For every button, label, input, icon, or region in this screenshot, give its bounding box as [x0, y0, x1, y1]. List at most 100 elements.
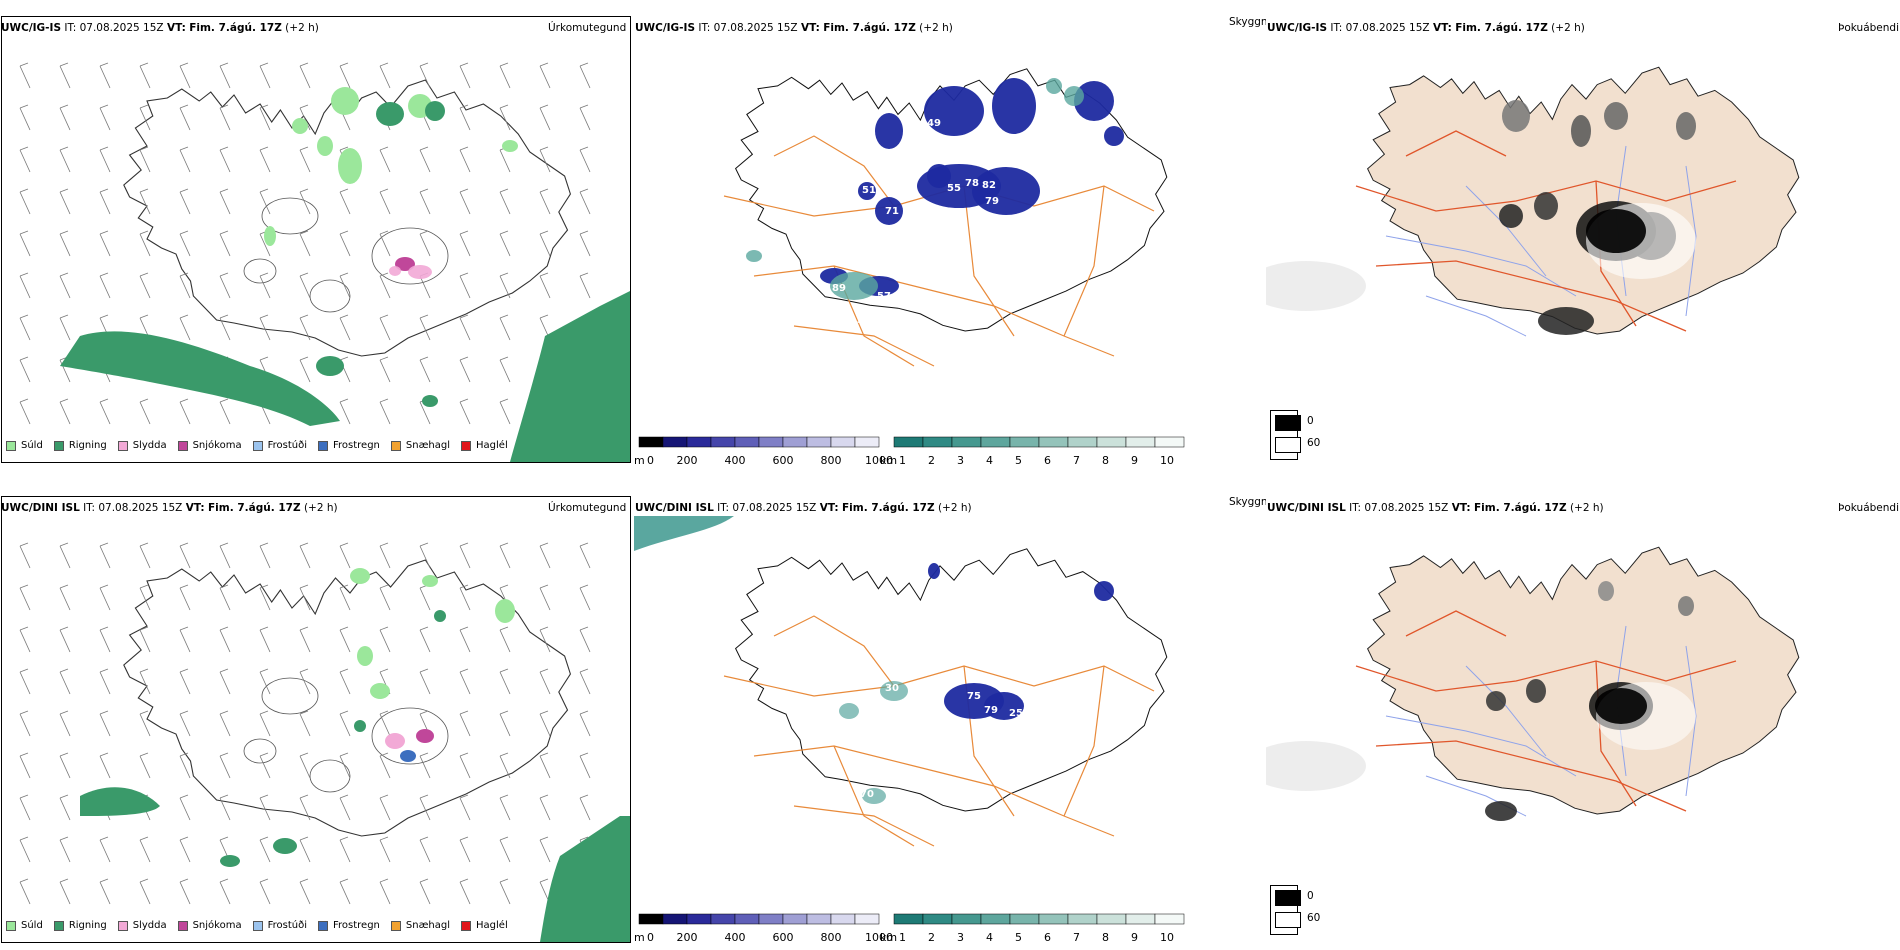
- wind-barb: [459, 356, 471, 383]
- wind-barb: [499, 188, 511, 215]
- map-precip-type: [19, 542, 630, 942]
- wind-barb: [419, 752, 431, 779]
- sleet-area: [385, 733, 405, 749]
- wind-barb: [179, 62, 191, 89]
- colorbar-km-cell: [1096, 436, 1127, 448]
- snow-area: [416, 729, 434, 743]
- colorbar-km-cell: [951, 913, 982, 925]
- colorbar-m-tick: 200: [677, 454, 698, 467]
- wind-barb: [139, 836, 151, 863]
- wind-barb: [299, 104, 311, 131]
- wind-barb: [139, 230, 151, 257]
- wind-barb: [219, 62, 231, 89]
- colorbar-km-cell: [1009, 436, 1040, 448]
- wind-barb: [179, 626, 191, 653]
- wind-barb: [179, 314, 191, 341]
- wind-barb: [579, 230, 591, 257]
- wind-barb: [499, 710, 511, 737]
- wind-barb: [539, 836, 551, 863]
- colorbar-m-cell: [686, 913, 712, 925]
- wind-barb: [339, 314, 351, 341]
- wind-barb: [299, 230, 311, 257]
- road: [793, 325, 935, 367]
- wind-barb: [179, 752, 191, 779]
- colorbar-km-tick: 10: [1160, 931, 1174, 944]
- wind-barb: [299, 626, 311, 653]
- wind-barb: [339, 272, 351, 299]
- wind-barb: [219, 752, 231, 779]
- wind-barb: [299, 710, 311, 737]
- rain-area: [540, 816, 630, 942]
- wind-barb: [59, 584, 71, 611]
- visibility-value-label: 57: [877, 291, 891, 302]
- legend-label: Súld: [21, 920, 43, 931]
- legend-swatch: [177, 920, 188, 931]
- wind-barb: [499, 626, 511, 653]
- wind-barb: [59, 752, 71, 779]
- legend-item: Súld: [6, 440, 43, 451]
- wind-barb: [299, 584, 311, 611]
- drizzle-area: [370, 683, 390, 699]
- wind-barb: [339, 836, 351, 863]
- wind-barb: [19, 542, 31, 569]
- reduced-visibility-area: [1064, 86, 1084, 106]
- colorbar-m-tick: 600: [773, 931, 794, 944]
- coastline: [123, 79, 572, 357]
- map-visibility: 55 78 82 79 51 71 62 49 89 57 39: [723, 68, 1168, 367]
- legend-swatch: [252, 920, 263, 931]
- legend-swatch: [390, 920, 401, 931]
- wind-barb: [539, 62, 551, 89]
- colorbar-m-cell: [782, 913, 808, 925]
- colorbar-km-tick: 1: [899, 931, 906, 944]
- visibility-value-label: 82: [982, 180, 996, 191]
- wind-barb: [179, 584, 191, 611]
- visibility-value-label: 70: [860, 789, 874, 800]
- wind-barb: [19, 626, 31, 653]
- wind-barb: [259, 314, 271, 341]
- low-visibility-area: [875, 197, 903, 225]
- wind-barb: [459, 710, 471, 737]
- road: [963, 185, 1015, 337]
- river: [1385, 715, 1577, 777]
- wind-barb: [299, 356, 311, 383]
- wind-barb: [579, 272, 591, 299]
- wind-barb: [339, 878, 351, 905]
- colorbar-km-tick: 6: [1044, 454, 1051, 467]
- legend-label: Haglél: [476, 920, 508, 931]
- fog-label-black: 0: [1307, 415, 1314, 427]
- wind-barb: [19, 104, 31, 131]
- road: [1063, 185, 1105, 337]
- wind-barb: [499, 836, 511, 863]
- sleet-area: [408, 265, 432, 279]
- wind-barb: [379, 626, 391, 653]
- drizzle-area: [317, 136, 333, 156]
- colorbar-m-tick: 1000: [865, 454, 893, 467]
- reduced-visibility-area: [839, 703, 859, 719]
- wind-barb: [259, 836, 271, 863]
- wind-barb: [219, 584, 231, 611]
- wind-barb: [179, 710, 191, 737]
- wind-barb: [499, 878, 511, 905]
- wind-barb: [299, 188, 311, 215]
- reduced-visibility-area: [746, 250, 762, 262]
- fog-swatch-white: [1275, 912, 1301, 928]
- wind-barb: [379, 710, 391, 737]
- colorbar-m-tick: 400: [725, 454, 746, 467]
- wind-barb: [539, 188, 551, 215]
- legend-label: Súld: [21, 440, 43, 451]
- wind-barb: [219, 230, 231, 257]
- fog-area: [1604, 102, 1628, 130]
- fog-label-black: 0: [1307, 890, 1314, 902]
- colorbar-km-cell: [980, 436, 1011, 448]
- colorbar-km-tick: 4: [986, 931, 993, 944]
- fog-legend: 0 60: [1270, 885, 1320, 935]
- visibility-value-label: 89: [832, 283, 846, 294]
- wind-barb: [419, 878, 431, 905]
- legend-item: Rigning: [53, 920, 107, 931]
- wind-barb: [179, 272, 191, 299]
- legend-item: Frostúði: [252, 920, 307, 931]
- colorbar-km-tick: 7: [1073, 931, 1080, 944]
- haze-area: [1266, 261, 1366, 311]
- wind-barb: [139, 188, 151, 215]
